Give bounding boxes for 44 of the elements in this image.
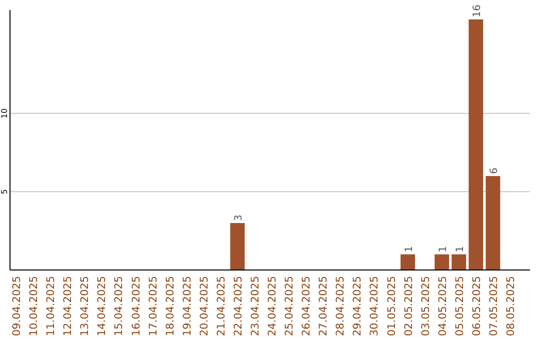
- data-label: 3: [233, 214, 244, 222]
- bar: [468, 19, 484, 270]
- x-tick-label: 29.04.2025: [352, 276, 364, 336]
- bar: [434, 254, 450, 270]
- data-label: 6: [488, 168, 500, 174]
- x-tick-label: 02.05.2025: [402, 276, 415, 336]
- x-tick-label: 18.04.2025: [164, 276, 176, 336]
- data-label: 16: [472, 4, 483, 18]
- x-tick-label: 09.04.2025: [11, 276, 24, 336]
- data-label: 1: [454, 246, 466, 252]
- x-tick-label: 26.04.2025: [300, 276, 313, 336]
- x-tick-label: 22.04.2025: [232, 276, 244, 336]
- x-tick-label: 10.04.2025: [28, 276, 40, 336]
- bar: [400, 254, 416, 270]
- x-tick-label: 21.04.2025: [215, 276, 228, 336]
- bar: [230, 223, 245, 270]
- x-tick-label: 03.05.2025: [420, 276, 432, 336]
- x-tick-label: 04.05.2025: [436, 276, 449, 336]
- x-tick-label: 12.04.2025: [62, 276, 74, 336]
- data-label: 1: [404, 246, 415, 252]
- x-tick-label: 11.04.2025: [45, 276, 58, 336]
- x-tick-label: 16.04.2025: [130, 276, 142, 336]
- x-tick-label: 15.04.2025: [113, 276, 126, 336]
- bar: [452, 254, 466, 270]
- x-tick-label: 01.05.2025: [386, 276, 398, 336]
- x-tick-label: 28.04.2025: [334, 276, 347, 336]
- x-tick-label: 13.04.2025: [79, 276, 92, 336]
- x-tick-label: 07.05.2025: [488, 276, 500, 336]
- bar: [486, 176, 500, 270]
- data-label: 1: [438, 246, 449, 252]
- x-tick-label: 27.04.2025: [318, 276, 330, 336]
- x-tick-label: 30.04.2025: [368, 276, 381, 336]
- x-tick-label: 25.04.2025: [284, 276, 296, 336]
- x-tick-label: 17.04.2025: [147, 276, 160, 336]
- y-tick-label: 10: [0, 108, 9, 118]
- x-tick-label: 05.05.2025: [454, 276, 466, 336]
- x-tick-label: 14.04.2025: [96, 276, 108, 336]
- x-tick-label: 24.04.2025: [266, 276, 279, 336]
- y-tick-label: 5: [0, 189, 9, 194]
- x-tick-label: 08.05.2025: [504, 276, 517, 336]
- x-tick-label: 23.04.2025: [249, 276, 262, 336]
- x-tick-label: 19.04.2025: [181, 276, 194, 336]
- x-tick-label: 20.04.2025: [198, 276, 210, 336]
- x-tick-label: 06.05.2025: [470, 276, 483, 336]
